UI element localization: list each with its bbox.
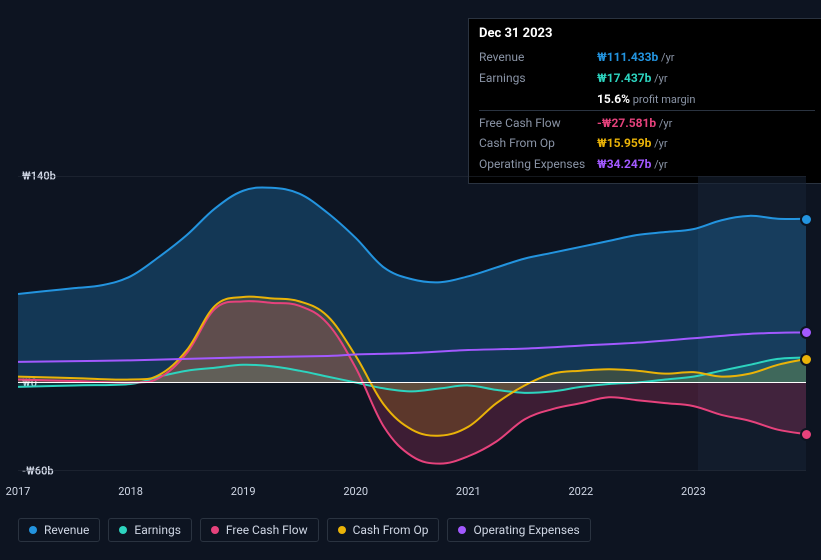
legend-item-label: Operating Expenses <box>473 523 579 537</box>
legend-dot-icon <box>338 526 346 534</box>
x-axis-label: 2023 <box>681 485 706 498</box>
tooltip-row-value: ₩111.433b /yr <box>597 47 815 68</box>
tooltip-row-value: 15.6% profit margin <box>597 89 815 110</box>
x-axis-label: 2019 <box>231 485 256 498</box>
chart-tooltip: Dec 31 2023 Revenue₩111.433b /yrEarnings… <box>468 18 821 184</box>
legend-item-earnings[interactable]: Earnings <box>108 518 192 542</box>
tooltip-row: Cash From Op₩15.959b /yr <box>479 133 815 154</box>
legend-item-opex[interactable]: Operating Expenses <box>447 518 590 542</box>
tooltip-date: Dec 31 2023 <box>479 25 815 43</box>
tooltip-row: Free Cash Flow-₩27.581b /yr <box>479 110 815 133</box>
series-end-marker-revenue <box>800 213 813 226</box>
series-end-marker-fcf <box>800 428 813 441</box>
chart-legend: Revenue Earnings Free Cash Flow Cash From O… <box>18 518 591 542</box>
x-axis-label: 2017 <box>6 485 31 498</box>
legend-item-label: Revenue <box>44 523 89 537</box>
legend-item-fcf[interactable]: Free Cash Flow <box>200 518 319 542</box>
legend-item-revenue[interactable]: Revenue <box>18 518 100 542</box>
tooltip-row: Operating Expenses₩34.247b /yr <box>479 154 815 175</box>
tooltip-row-label: Revenue <box>479 47 597 68</box>
tooltip-row: 15.6% profit margin <box>479 89 815 110</box>
tooltip-row-label: Cash From Op <box>479 133 597 154</box>
x-axis-label: 2020 <box>343 485 368 498</box>
x-axis-label: 2018 <box>118 485 143 498</box>
tooltip-row: Earnings₩17.437b /yr <box>479 68 815 89</box>
tooltip-row-label: Earnings <box>479 68 597 89</box>
series-end-marker-opex <box>800 326 813 339</box>
tooltip-row-label: Free Cash Flow <box>479 110 597 133</box>
tooltip-table: Revenue₩111.433b /yrEarnings₩17.437b /yr… <box>479 47 815 175</box>
tooltip-row-value: -₩27.581b /yr <box>597 110 815 133</box>
tooltip-row: Revenue₩111.433b /yr <box>479 47 815 68</box>
tooltip-row-value: ₩34.247b /yr <box>597 154 815 175</box>
x-axis-label: 2021 <box>456 485 481 498</box>
tooltip-row-label <box>479 89 597 110</box>
series-end-marker-cfo <box>800 353 813 366</box>
tooltip-row-value: ₩17.437b /yr <box>597 68 815 89</box>
legend-item-cfo[interactable]: Cash From Op <box>327 518 440 542</box>
legend-item-label: Free Cash Flow <box>226 523 308 537</box>
earnings-chart <box>18 176 806 471</box>
legend-dot-icon <box>119 526 127 534</box>
legend-item-label: Earnings <box>134 523 181 537</box>
tooltip-row-label: Operating Expenses <box>479 154 597 175</box>
tooltip-row-value: ₩15.959b /yr <box>597 133 815 154</box>
legend-dot-icon <box>458 526 466 534</box>
legend-dot-icon <box>211 526 219 534</box>
legend-item-label: Cash From Op <box>353 523 429 537</box>
legend-dot-icon <box>29 526 37 534</box>
x-axis-label: 2022 <box>568 485 593 498</box>
